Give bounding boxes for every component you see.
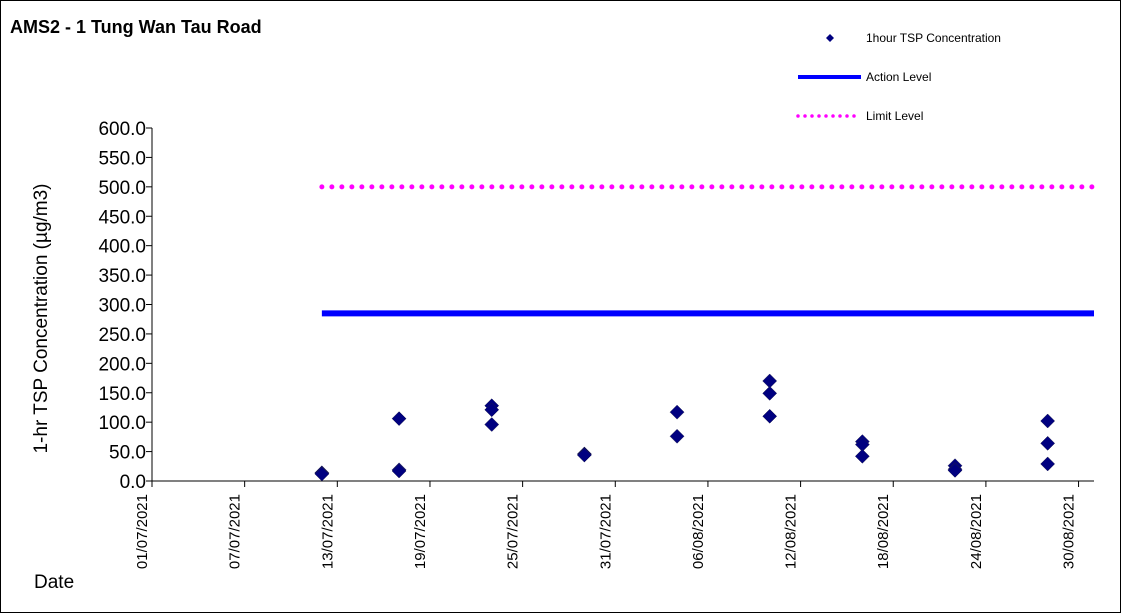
y-tick-label: 300.0: [98, 296, 146, 317]
data-point: [669, 428, 685, 444]
x-tick-label: 31/07/2021: [597, 494, 614, 569]
y-tick-label: 0.0: [120, 472, 146, 493]
data-point: [762, 385, 778, 401]
x-tick-label: 18/08/2021: [875, 494, 892, 569]
data-point: [314, 466, 330, 482]
y-tick-label: 100.0: [98, 413, 146, 434]
data-point: [484, 417, 500, 432]
y-tick-label: 500.0: [98, 178, 146, 199]
y-tick-label: 50.0: [109, 443, 146, 464]
y-axis-title: 1-hr TSP Concentration (µg/m3): [31, 183, 52, 453]
data-point: [391, 411, 407, 426]
x-tick-label: 13/07/2021: [319, 494, 336, 569]
x-tick-label: 12/08/2021: [783, 494, 800, 569]
reference-lines: [319, 184, 1097, 317]
x-tick-label: 07/07/2021: [227, 494, 244, 569]
data-point: [484, 402, 500, 418]
data-point: [1040, 413, 1056, 429]
x-axis-title: Date: [34, 572, 74, 593]
x-tick-label: 25/07/2021: [505, 494, 522, 569]
data-point: [762, 373, 778, 389]
y-tick-label: 400.0: [98, 237, 146, 258]
data-point: [855, 448, 870, 464]
x-tick-label: 30/08/2021: [1061, 494, 1078, 569]
y-tick-label: 350.0: [98, 266, 146, 287]
y-tick-label: 250.0: [98, 325, 146, 346]
y-tick-label: 450.0: [98, 207, 146, 228]
y-tick-label: 550.0: [98, 148, 146, 169]
y-tick-label: 200.0: [98, 354, 146, 375]
data-point: [1040, 456, 1056, 472]
data-point: [577, 447, 592, 463]
legend-label: Action Level: [866, 70, 931, 84]
axis-titles: 1-hr TSP Concentration (µg/m3) Date: [31, 183, 74, 593]
x-tick-label: 01/07/2021: [134, 494, 151, 569]
y-tick-label: 600.0: [98, 119, 146, 140]
x-tick-label: 06/08/2021: [690, 494, 707, 569]
data-point: [1040, 435, 1056, 451]
legend-label: Limit Level: [866, 109, 923, 123]
data-point: [947, 463, 963, 478]
x-tick-label: 19/07/2021: [412, 494, 429, 569]
data-point: [669, 404, 685, 420]
x-tick-label: 24/08/2021: [968, 494, 985, 569]
legend-marker-scatter: [826, 34, 834, 42]
chart-title: AMS2 - 1 Tung Wan Tau Road: [10, 17, 262, 37]
y-tick-label: 150.0: [98, 384, 146, 405]
data-points: [314, 373, 1056, 482]
legend-label: 1hour TSP Concentration: [866, 31, 1001, 45]
data-point: [391, 463, 407, 479]
axes: 0.0 50.0 100.0 150.0 200.0 250.0 300.0 350.0 400…: [98, 119, 1094, 569]
data-point: [762, 408, 778, 424]
legend: 1hour TSP Concentration Action Level Limit…: [796, 31, 1001, 123]
